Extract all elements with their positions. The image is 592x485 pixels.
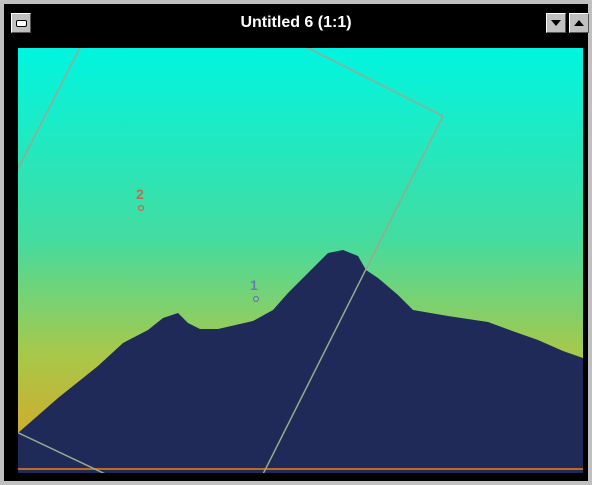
window-title: Untitled 6 (1:1) bbox=[240, 14, 352, 31]
frustum-edge-left bbox=[18, 48, 81, 171]
window-menu-icon bbox=[15, 19, 27, 27]
frustum-edge-bottom bbox=[18, 431, 105, 473]
marker-2[interactable]: 2 bbox=[136, 186, 145, 212]
maximize-arrow-icon bbox=[574, 20, 584, 26]
window-menu-button[interactable] bbox=[11, 13, 31, 33]
marker-2-label: 2 bbox=[136, 186, 144, 202]
marker-2-point bbox=[137, 204, 145, 212]
frustum-edge-top bbox=[306, 48, 444, 117]
title-bar[interactable]: Untitled 6 (1:1) bbox=[4, 4, 589, 42]
marker-1-label: 1 bbox=[250, 277, 258, 293]
frustum-edge-right bbox=[262, 115, 444, 473]
minimize-arrow-icon bbox=[551, 20, 561, 26]
minimize-button[interactable] bbox=[546, 13, 566, 33]
marker-1[interactable]: 1 bbox=[250, 277, 260, 303]
mountain-terrain bbox=[18, 250, 583, 473]
render-canvas[interactable]: 2 1 bbox=[18, 48, 583, 473]
marker-1-point bbox=[252, 295, 260, 303]
maximize-button[interactable] bbox=[569, 13, 589, 33]
